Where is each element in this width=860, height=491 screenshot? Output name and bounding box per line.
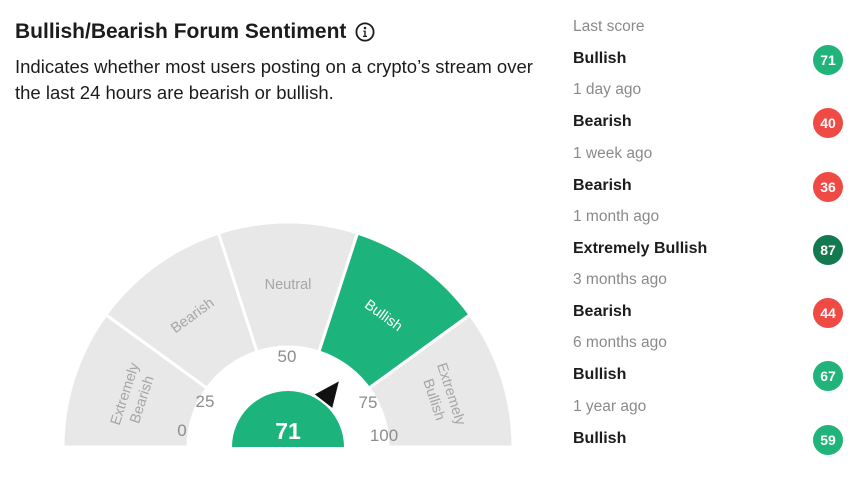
gauge-needle <box>314 381 339 408</box>
history-score-badge: 87 <box>813 234 843 265</box>
gauge-tick-label: 50 <box>278 347 297 366</box>
history-time: Last score <box>573 18 645 35</box>
gauge-label-neutral: Neutral <box>265 277 312 293</box>
sentiment-gauge: ExtremelyBearishBearishNeutralBullishExt… <box>61 220 515 449</box>
sentiment-history-list: Last score Bullish 71 1 day ago Bearish 40 1 w… <box>573 18 845 461</box>
gauge-segment-extremely-bullish <box>366 312 515 449</box>
history-sentiment-label: Bullish <box>573 429 627 447</box>
history-sentiment-label: Bearish <box>573 176 632 194</box>
history-item: 1 month ago Extremely Bullish 87 <box>573 208 845 271</box>
history-score-badge: 59 <box>813 424 843 455</box>
history-item: 3 months ago Bearish 44 <box>573 271 845 334</box>
history-time: 1 day ago <box>573 81 642 99</box>
score-dial <box>232 391 344 447</box>
gauge-tick-label: 75 <box>359 393 378 412</box>
history-time: 6 months ago <box>573 334 667 352</box>
history-time: 1 month ago <box>573 207 660 225</box>
history-score-badge: 36 <box>813 171 843 202</box>
history-sentiment-label: Bullish <box>573 50 627 67</box>
history-item: Last score Bullish 71 <box>573 18 845 81</box>
history-time: 1 week ago <box>573 144 653 162</box>
gauge-tick-label: 100 <box>370 426 398 445</box>
info-icon[interactable] <box>355 22 375 42</box>
gauge-tick-label: 0 <box>177 421 186 440</box>
title-row: Bullish/Bearish Forum Sentiment <box>15 20 375 44</box>
history-score-badge: 71 <box>813 45 843 75</box>
history-score-badge: 40 <box>813 108 843 139</box>
history-time: 1 year ago <box>573 397 647 415</box>
score-value: 71 <box>275 418 301 444</box>
history-sentiment-label: Extremely Bullish <box>573 239 708 257</box>
gauge-tick-label: 25 <box>196 392 215 411</box>
history-item: 6 months ago Bullish 67 <box>573 334 845 397</box>
history-sentiment-label: Bearish <box>573 303 632 321</box>
history-time: 3 months ago <box>573 271 667 289</box>
page-title: Bullish/Bearish Forum Sentiment <box>15 20 347 43</box>
history-sentiment-label: Bearish <box>573 113 632 131</box>
history-item: 1 year ago Bullish 59 <box>573 398 845 461</box>
history-sentiment-label: Bullish <box>573 366 627 384</box>
history-score-badge: 67 <box>813 361 843 392</box>
history-item: 1 day ago Bearish 40 <box>573 81 845 144</box>
description: Indicates whether most users posting on … <box>15 56 533 103</box>
history-item: 1 week ago Bearish 36 <box>573 145 845 208</box>
history-score-badge: 44 <box>813 298 843 329</box>
